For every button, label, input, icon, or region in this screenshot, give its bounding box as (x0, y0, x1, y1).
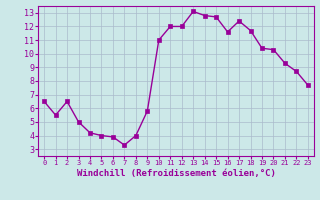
X-axis label: Windchill (Refroidissement éolien,°C): Windchill (Refroidissement éolien,°C) (76, 169, 276, 178)
